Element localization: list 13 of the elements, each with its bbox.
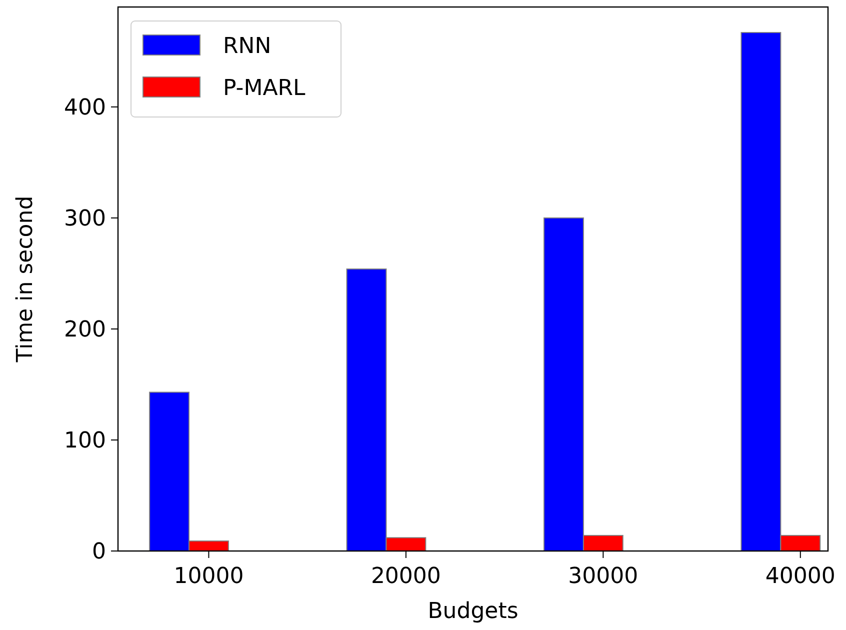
x-tick-label: 10000: [174, 564, 244, 589]
legend-label: RNN: [223, 34, 272, 59]
legend-label: P-MARL: [223, 76, 306, 101]
y-axis-title: Time in second: [13, 196, 38, 364]
x-tick-label: 30000: [568, 564, 638, 589]
y-tick-label: 200: [64, 318, 106, 343]
y-tick-label: 100: [64, 428, 106, 454]
x-tick-label: 20000: [370, 564, 441, 589]
x-axis-title: Budgets: [428, 599, 518, 624]
y-tick-label: 300: [64, 206, 106, 232]
y-tick-label: 0: [92, 540, 106, 565]
x-tick-label: 40000: [765, 564, 836, 589]
y-tick-label: 400: [64, 96, 106, 121]
